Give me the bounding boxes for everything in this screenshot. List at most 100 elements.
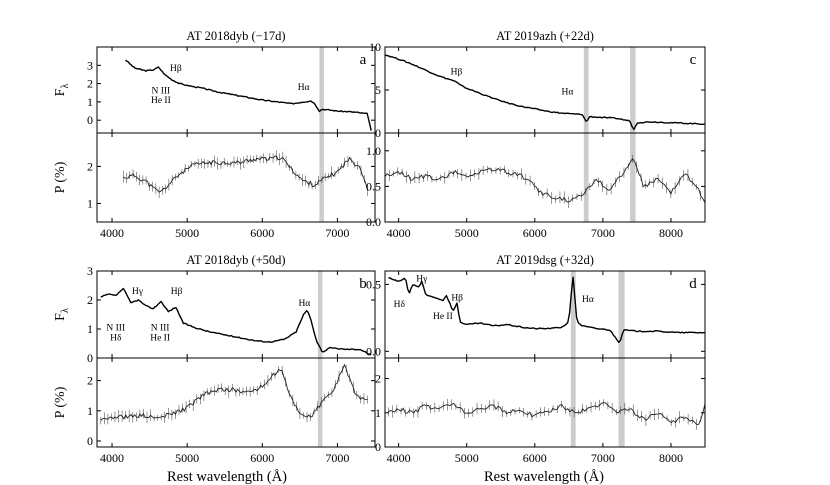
y-tick-label: 2 [87,77,93,91]
flux-spectrum-line [125,59,372,131]
y-tick-label: 1 [87,404,93,418]
line-annotation: N III [151,87,170,97]
y-tick-label: 2 [375,372,381,386]
x-tick-label: 7000 [325,451,349,465]
flux-spectrum-line [388,276,705,343]
masked-band [583,133,589,222]
y-tick-label: 0 [87,113,93,127]
y-tick-label: 10 [369,40,381,54]
flux-subplot: 0.0 0.5 Hγ Hδ Hβ He II Hα [366,270,706,359]
panel-d: AT 2019dsg (+32d) 0.0 0.5 Hγ Hδ Hβ He II Hα 0 1 2 4… [366,253,706,465]
line-annotation: He II [151,96,171,106]
y-label-main: P (%) [53,161,68,193]
axes-frame [384,132,706,223]
polarization-line [100,363,368,421]
x-tick-label: 8000 [659,451,683,465]
masked-band [317,358,323,447]
line-annotation: Hα [298,83,310,93]
axes-frame [96,357,376,448]
masked-band [618,271,625,358]
x-axis-label-left: Rest wavelength (Å) [167,469,287,485]
flux-spectrum-line [100,287,372,356]
flux-y-axis-label: Fλ [53,308,71,321]
y-tick-label: 0.5 [366,179,381,193]
masked-band [319,47,324,133]
y-tick-label: 1.0 [366,144,381,158]
axes-frame [96,46,376,134]
y-tick-label: 0 [375,440,381,454]
line-annotation: Hα [582,295,594,305]
x-tick-label: 7000 [591,451,615,465]
y-tick-label: 5 [375,83,381,97]
flux-y-axis-label: Fλ [53,84,71,97]
line-annotation: Hγ [416,275,427,285]
x-tick-label: 5000 [455,451,479,465]
pol-subplot: 0 1 2 4000 5000 6000 7000 8000 [375,357,706,465]
x-tick-label: 4000 [387,226,411,240]
x-tick-label: 5000 [455,226,479,240]
line-annotation: Hγ [132,287,143,297]
y-tick-label: 2 [87,293,93,307]
masked-band [618,358,625,447]
line-annotation: Hδ [394,300,406,310]
y-tick-label: 0.0 [366,215,381,229]
masked-band [630,133,636,222]
y-tick-label: 0.0 [366,344,381,358]
pol-y-axis-label: P (%) [53,161,68,193]
pol-y-axis-label: P (%) [53,386,68,418]
y-label-main: F [53,313,68,321]
panel-title: AT 2019dsg (+32d) [496,253,594,267]
y-tick-label: 1 [87,95,93,109]
x-tick-label: 7000 [325,226,349,240]
x-tick-label: 4000 [100,451,124,465]
axes-frame [384,46,706,134]
y-label-main: F [53,88,68,96]
masked-band [583,47,589,133]
line-annotation: Hα [298,299,310,309]
y-label-subscript: λ [60,308,71,313]
panel-letter: d [689,276,697,292]
axes-frame [384,357,706,448]
flux-subplot: 0 5 10 Hβ Hα [369,40,706,140]
panel-title: AT 2018dyb (−17d) [186,29,285,43]
panel-letter: a [360,52,367,68]
y-tick-label: 2 [87,374,93,388]
x-tick-label: 6000 [250,451,274,465]
polarization-line [384,158,706,203]
masked-band [630,47,636,133]
y-tick-label: 0 [87,434,93,448]
line-annotation: N III [106,323,125,333]
y-tick-label: 0 [375,126,381,140]
x-tick-label: 5000 [175,451,199,465]
masked-band [570,271,576,358]
y-tick-label: 3 [87,58,93,72]
x-tick-label: 5000 [175,226,199,240]
y-tick-label: 1 [87,196,93,210]
y-tick-label: 1 [375,406,381,420]
y-label-main: P (%) [53,386,68,418]
polarization-line [123,155,368,193]
y-tick-label: 2 [87,159,93,173]
line-annotation: Hδ [110,334,122,344]
x-tick-label: 6000 [523,226,547,240]
flux-spectrum-line [384,54,706,131]
line-annotation: Hβ [170,64,182,74]
panel-letter: c [690,52,697,68]
line-annotation: Hβ [451,68,463,78]
y-tick-label: 3 [87,264,93,278]
line-annotation: Hα [562,87,574,97]
masked-band [570,358,576,447]
pol-subplot: 1 2 4000 5000 6000 7000 P (%) [53,132,376,240]
panel-letter: b [359,276,367,292]
panel-title: AT 2018dyb (+50d) [186,253,285,267]
x-tick-label: 8000 [659,226,683,240]
panel-title: AT 2019azh (+22d) [496,29,594,43]
pol-subplot: 0.0 0.5 1.0 4000 5000 6000 7000 8000 [366,132,706,240]
y-tick-label: 0.5 [366,277,381,291]
axes-frame [96,270,376,359]
x-tick-label: 4000 [100,226,124,240]
